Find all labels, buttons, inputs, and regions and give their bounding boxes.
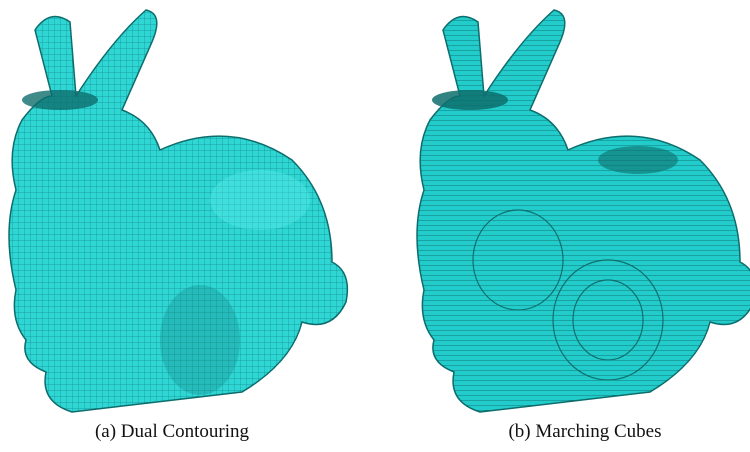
marching-cubes-render [417, 10, 750, 412]
caption: (a) Dual Contouring [95, 421, 250, 442]
page: (a) Dual Contouring (b) Marching Cubes (… [0, 0, 750, 452]
dual-contouring-render [9, 10, 347, 412]
caption: (b) Marching Cubes [508, 421, 661, 442]
figure: (a) Dual Contouring (b) Marching Cubes [0, 0, 750, 452]
